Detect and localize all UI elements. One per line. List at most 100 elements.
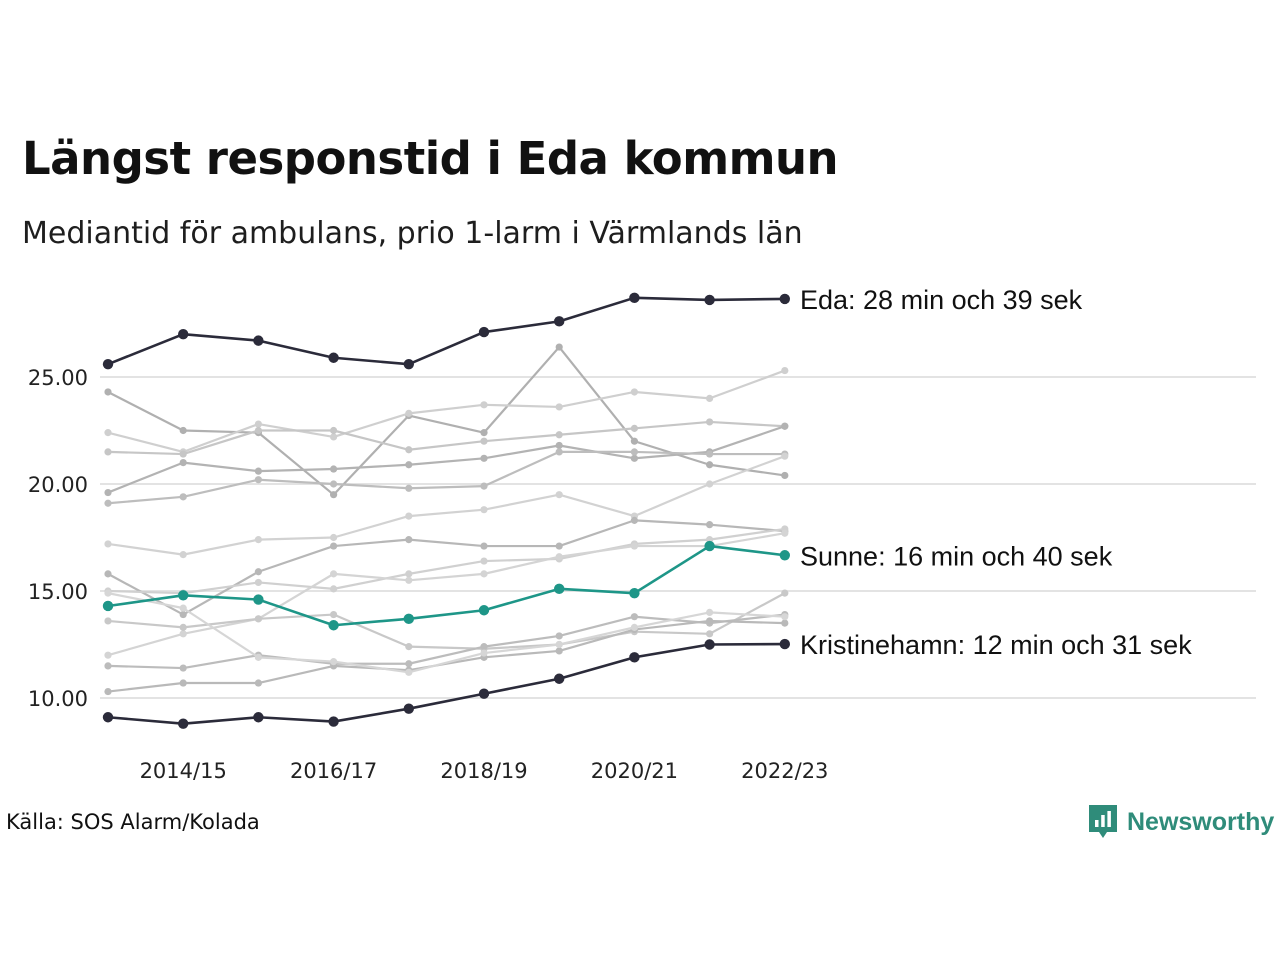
chart-title: Längst responstid i Eda kommun: [22, 132, 839, 185]
data-point: [104, 651, 112, 659]
data-point: [779, 293, 790, 305]
data-point: [104, 448, 112, 456]
data-point: [179, 459, 187, 467]
end-labels: Eda: 28 min och 39 sek Sunne: 16 min och …: [800, 285, 1192, 660]
highlighted-series: [102, 292, 790, 729]
data-point: [330, 542, 338, 550]
data-point: [330, 480, 338, 488]
y-tick-label: 20.00: [28, 473, 88, 497]
data-point: [405, 512, 413, 520]
background-series-line: [104, 422, 789, 497]
data-point: [554, 316, 565, 327]
data-point: [330, 426, 338, 435]
data-point: [102, 712, 114, 723]
data-point: [179, 604, 187, 612]
data-point: [405, 536, 413, 544]
data-point: [254, 615, 262, 623]
data-point: [104, 388, 112, 396]
data-point: [480, 570, 488, 578]
data-point: [779, 550, 790, 561]
data-point: [178, 718, 189, 729]
series-line: [107, 592, 786, 650]
data-point: [781, 471, 789, 480]
data-point: [781, 452, 789, 460]
data-point: [178, 329, 189, 340]
data-point: [555, 542, 563, 550]
data-point: [102, 358, 114, 370]
x-tick-label: 2016/17: [290, 759, 377, 783]
data-point: [104, 488, 112, 497]
data-point: [781, 589, 789, 597]
data-point: [480, 429, 488, 437]
data-point: [480, 557, 488, 565]
data-point: [480, 437, 488, 445]
data-point: [405, 484, 413, 492]
data-point: [706, 608, 714, 617]
data-point: [104, 499, 112, 507]
data-point: [328, 620, 339, 631]
data-point: [630, 424, 639, 432]
data-point: [555, 431, 563, 439]
data-point: [254, 679, 262, 687]
background-series-line: [104, 448, 789, 507]
data-point: [179, 551, 187, 559]
data-point: [555, 491, 563, 499]
data-point: [480, 542, 488, 550]
data-point: [630, 454, 639, 462]
data-point: [706, 418, 714, 426]
data-point: [330, 610, 338, 619]
background-series-line: [104, 452, 789, 559]
data-point: [480, 643, 488, 651]
data-point: [102, 600, 114, 612]
y-tick-label: 10.00: [28, 687, 88, 711]
data-point: [480, 506, 488, 514]
background-series-line: [104, 529, 789, 659]
data-point: [254, 568, 262, 576]
data-point: [405, 643, 413, 651]
series-line: [107, 296, 785, 366]
y-tick-label: 25.00: [28, 366, 88, 390]
data-point: [480, 649, 488, 657]
data-point: [405, 668, 413, 676]
data-point: [403, 703, 414, 714]
series-kristinehamn: [102, 638, 790, 729]
data-point: [781, 366, 789, 375]
data-point: [706, 450, 714, 458]
data-point: [630, 542, 639, 550]
series-line: [107, 592, 785, 674]
data-point: [629, 587, 640, 599]
data-point: [179, 664, 187, 672]
chart-subtitle: Mediantid för ambulans, prio 1-larm i Vä…: [22, 216, 803, 251]
data-point: [330, 585, 338, 593]
data-point: [704, 639, 715, 650]
data-point: [104, 662, 112, 670]
data-point: [630, 613, 639, 621]
data-point: [405, 570, 413, 578]
brand-name: Newsworthy: [1127, 807, 1275, 836]
series-line: [107, 425, 786, 494]
data-point: [179, 493, 187, 501]
brand-logo: Newsworthy: [1088, 804, 1274, 840]
data-point: [254, 420, 262, 428]
data-point: [555, 343, 563, 351]
source-note: Källa: SOS Alarm/Kolada: [6, 810, 260, 834]
end-label-kristinehamn: Kristinehamn: 12 min och 31 sek: [800, 630, 1192, 660]
data-point: [554, 583, 565, 595]
data-point: [254, 653, 262, 661]
data-point: [478, 605, 490, 616]
data-point: [706, 394, 714, 402]
data-point: [403, 613, 414, 625]
data-point: [706, 461, 714, 469]
data-point: [179, 610, 187, 619]
data-point: [330, 433, 338, 441]
data-point: [629, 652, 640, 663]
data-point: [405, 576, 413, 584]
x-axis-ticks: 2014/15 2016/17 2018/19 2020/21 2022/23: [140, 759, 829, 783]
data-point: [706, 521, 714, 529]
data-point: [554, 673, 565, 684]
data-point: [405, 461, 413, 469]
data-point: [253, 712, 264, 723]
data-point: [330, 658, 338, 666]
data-point: [403, 358, 414, 370]
